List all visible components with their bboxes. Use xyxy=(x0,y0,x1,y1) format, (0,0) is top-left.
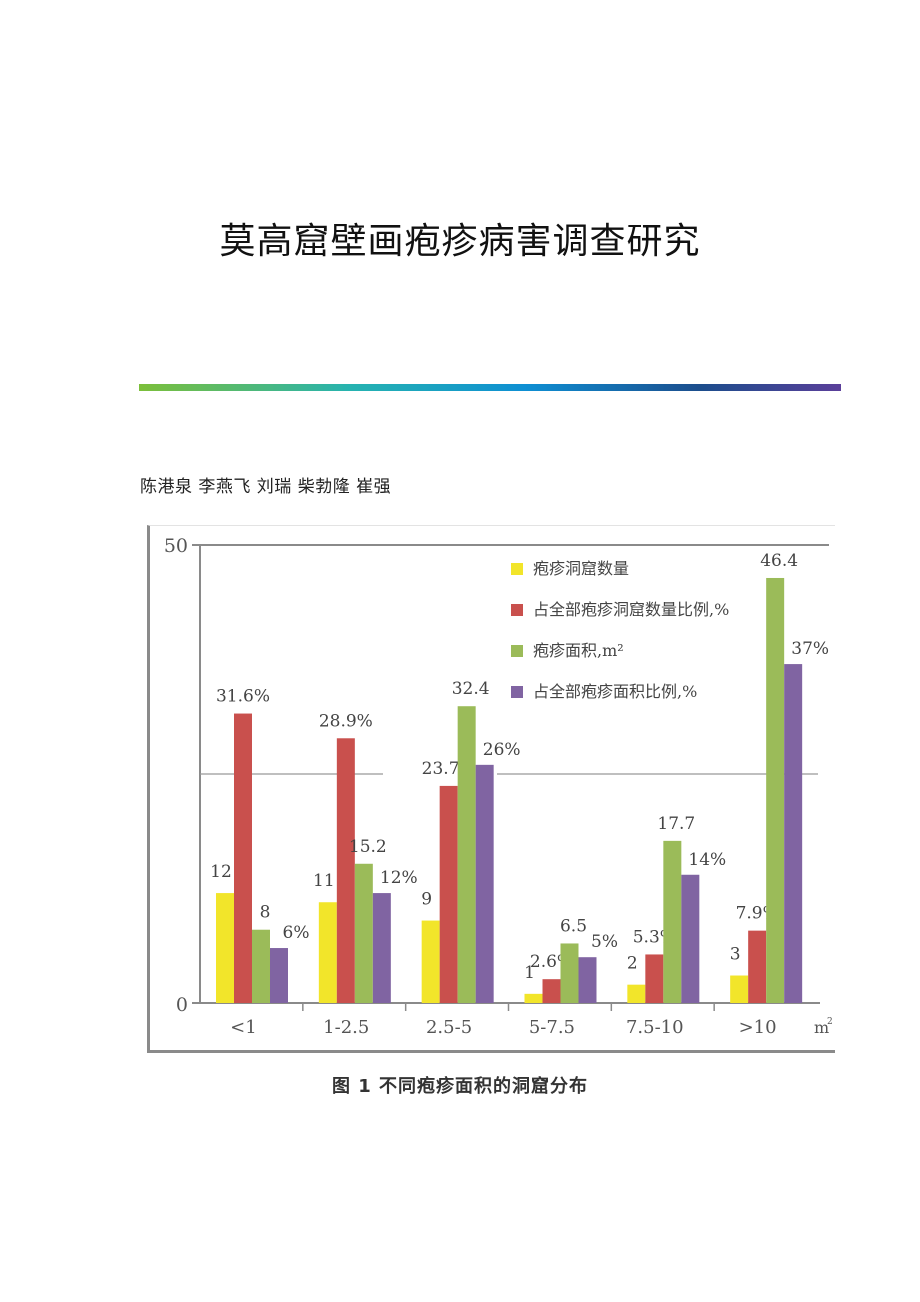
bar xyxy=(270,948,288,1003)
bar xyxy=(421,920,440,1003)
legend-label: 占全部疱疹洞窟数量比例,% xyxy=(533,600,729,619)
data-label: 5% xyxy=(591,932,618,952)
bar xyxy=(457,706,476,1003)
bar xyxy=(216,893,234,1003)
bar xyxy=(439,785,458,1003)
x-tick-label: >10 xyxy=(739,1017,777,1038)
data-label: 15.2 xyxy=(349,837,387,857)
data-label: 28.9% xyxy=(319,711,373,731)
data-label: 14% xyxy=(688,850,726,870)
document-title: 莫高窟壁画疱疹病害调查研究 xyxy=(219,221,701,262)
legend-swatch xyxy=(511,604,523,616)
x-tick-label: 5-7.5 xyxy=(529,1017,575,1038)
y-tick-label: 50 xyxy=(164,535,188,557)
legend-label: 疱疹洞窟数量 xyxy=(533,559,629,578)
data-label: 32.4 xyxy=(452,679,490,699)
bar xyxy=(475,764,494,1003)
data-label: 8 xyxy=(260,903,271,923)
bar xyxy=(542,979,561,1003)
bar xyxy=(560,943,579,1003)
bar xyxy=(234,713,252,1003)
data-label: 31.6% xyxy=(216,687,270,707)
data-label: 1 xyxy=(524,963,535,983)
data-label: 2 xyxy=(627,954,638,974)
legend-label: 疱疹面积,m² xyxy=(533,641,624,660)
data-label: 6.5 xyxy=(560,916,587,936)
bar xyxy=(627,984,646,1003)
bar xyxy=(372,893,391,1003)
x-axis-unit: m xyxy=(814,1018,829,1037)
data-label: 46.4 xyxy=(760,551,798,571)
bar xyxy=(252,929,270,1003)
x-tick-label: 2.5-5 xyxy=(426,1017,472,1038)
legend-swatch xyxy=(511,645,523,657)
data-label: 12% xyxy=(380,868,418,888)
x-tick-label: <1 xyxy=(230,1017,257,1038)
figure-frame xyxy=(147,525,835,1053)
author-list: 陈港泉 李燕飞 刘瑞 柴勃隆 崔强 xyxy=(140,477,392,497)
figure-caption: 图 1 不同疱疹面积的洞窟分布 xyxy=(331,1076,589,1097)
x-axis-unit-superscript: 2 xyxy=(827,1017,833,1027)
bar xyxy=(663,840,682,1003)
bar xyxy=(578,957,597,1003)
bar xyxy=(784,664,803,1003)
bar xyxy=(354,863,373,1003)
bar xyxy=(730,975,749,1003)
bar xyxy=(766,577,785,1003)
bar xyxy=(318,902,337,1003)
legend-label: 占全部疱疹面积比例,% xyxy=(533,682,697,701)
data-label: 3 xyxy=(730,945,741,965)
data-label: 17.7 xyxy=(657,814,695,834)
data-label: 26% xyxy=(483,740,521,760)
data-label: 9 xyxy=(421,890,432,910)
data-label: 37% xyxy=(791,639,829,659)
y-tick-label: 0 xyxy=(176,994,188,1016)
bar xyxy=(645,954,664,1003)
bar xyxy=(336,738,355,1003)
legend-swatch xyxy=(511,686,523,698)
x-tick-label: 1-2.5 xyxy=(323,1017,369,1038)
legend-swatch xyxy=(511,563,523,575)
data-label: 6% xyxy=(283,923,310,943)
gradient-divider xyxy=(139,384,841,391)
data-label: 11 xyxy=(313,871,335,891)
bar xyxy=(748,930,767,1003)
bar xyxy=(681,874,700,1003)
data-label: 12 xyxy=(210,862,232,882)
x-tick-label: 7.5-10 xyxy=(626,1017,684,1038)
bar xyxy=(524,993,543,1003)
